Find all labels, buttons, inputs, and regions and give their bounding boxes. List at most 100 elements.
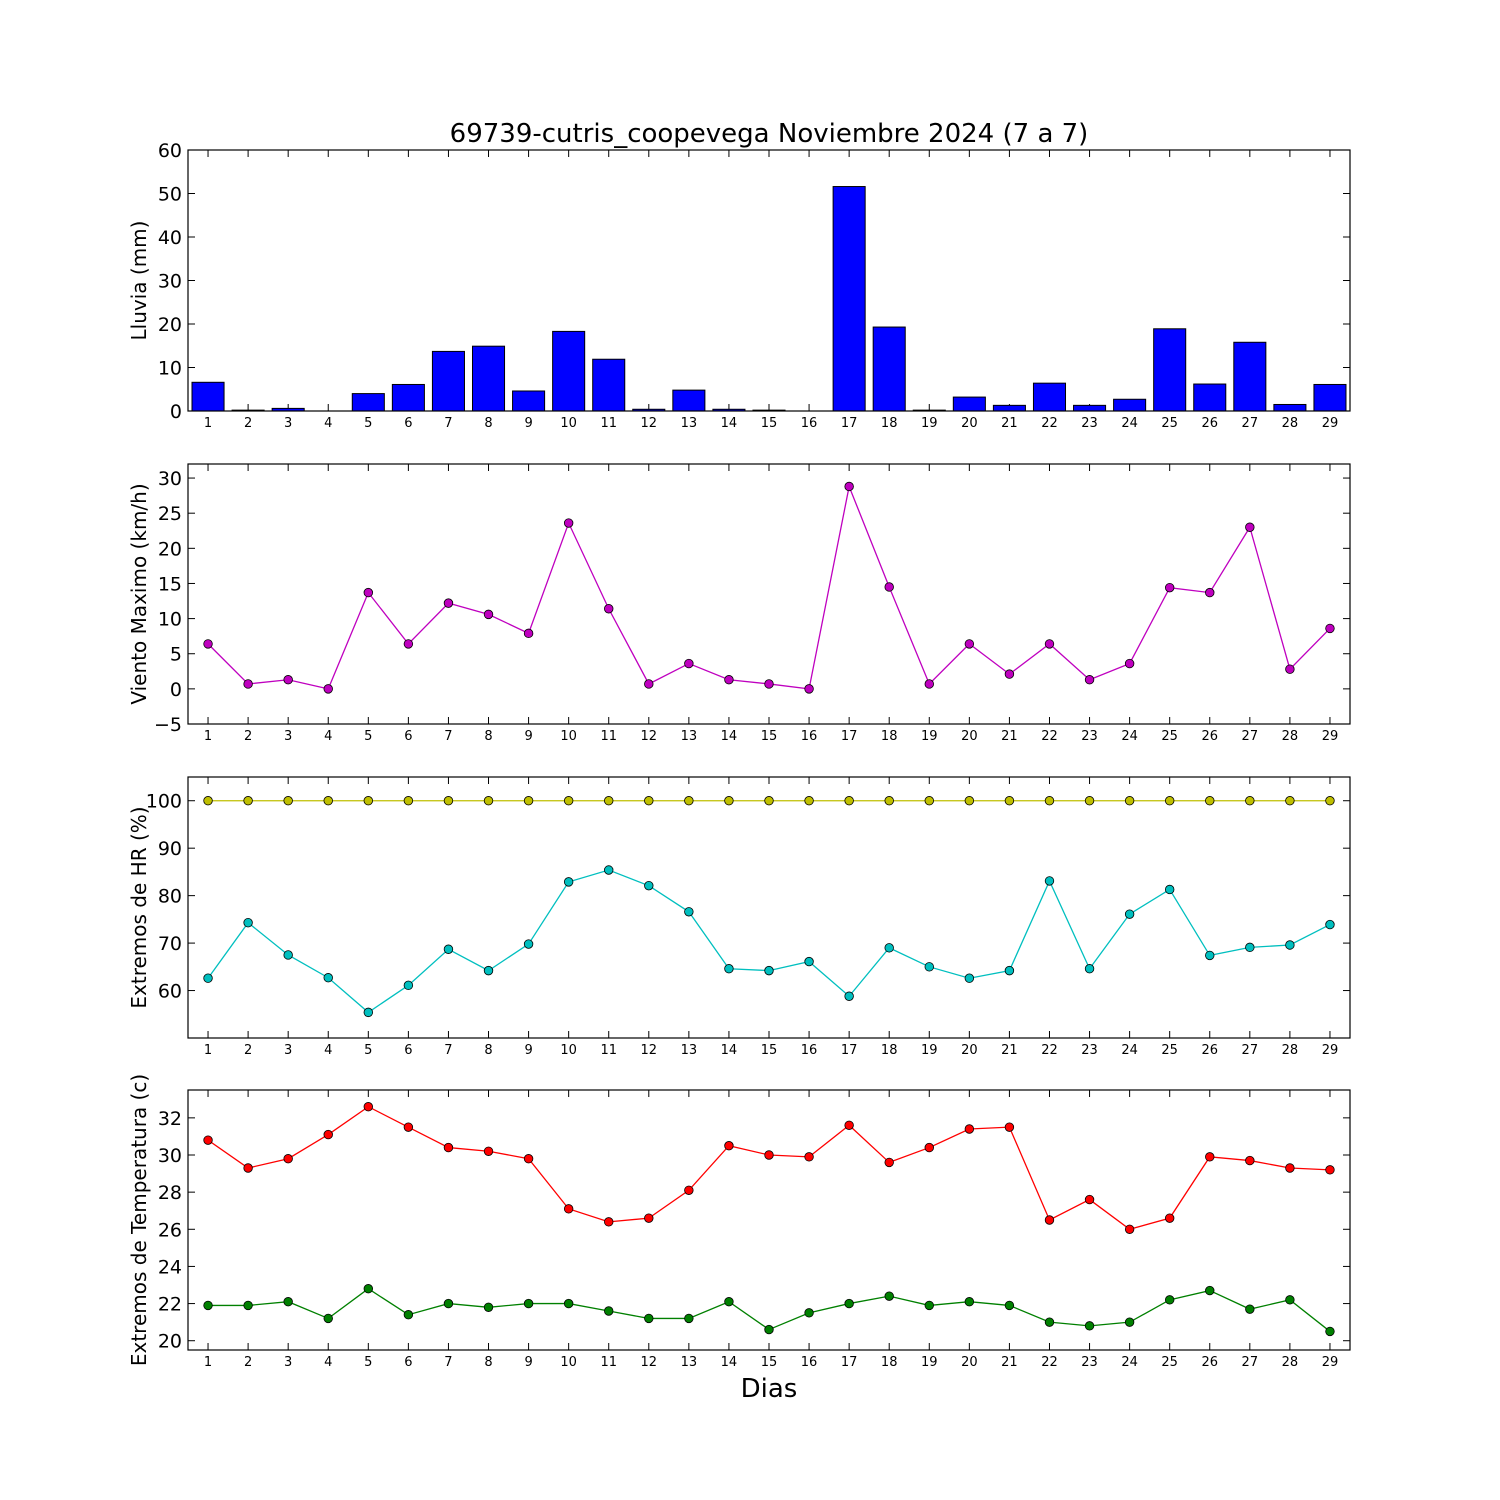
data-point	[1245, 1304, 1255, 1314]
x-tick-label: 13	[681, 416, 698, 431]
y-tick-label: 30	[158, 468, 182, 490]
data-point	[1004, 1300, 1015, 1311]
x-tick-label: 3	[284, 1043, 292, 1058]
x-tick-label: 19	[921, 1043, 938, 1058]
x-tick-label: 28	[1282, 729, 1299, 744]
data-point	[203, 796, 213, 806]
x-tick-label: 8	[484, 1043, 492, 1058]
data-point	[443, 1298, 454, 1309]
bar	[431, 350, 465, 412]
x-tick-label: 9	[524, 416, 532, 431]
bar	[592, 358, 626, 412]
x-tick-label: 22	[1041, 1043, 1058, 1058]
data-point	[1004, 1122, 1015, 1132]
x-tick-label: 16	[801, 416, 818, 431]
bar	[1233, 341, 1267, 412]
data-point	[684, 907, 694, 917]
x-tick-label: 18	[881, 729, 898, 744]
data-point	[884, 1291, 894, 1301]
bar	[952, 396, 986, 412]
x-tick-label: 3	[284, 1355, 292, 1370]
x-tick-label: 27	[1242, 416, 1259, 431]
x-tick-label: 2	[244, 1043, 252, 1058]
x-tick-label: 9	[524, 1043, 532, 1058]
data-point	[403, 1310, 414, 1320]
data-point	[1004, 965, 1015, 976]
data-point	[964, 973, 975, 983]
x-tick-label: 25	[1161, 1043, 1178, 1058]
y-tick-label: 60	[158, 981, 182, 1003]
data-point	[924, 1142, 934, 1153]
y-tick-label: 28	[158, 1182, 182, 1204]
bar	[191, 381, 225, 412]
data-point	[483, 1146, 494, 1156]
bar	[471, 345, 506, 412]
data-point	[844, 1298, 854, 1309]
data-point	[684, 796, 694, 806]
data-point	[1124, 909, 1135, 919]
x-tick-label: 14	[721, 729, 738, 744]
y-tick-label: 0	[170, 679, 182, 701]
x-tick-label: 12	[641, 1355, 658, 1370]
data-point	[604, 604, 614, 614]
data-point	[403, 980, 414, 991]
x-tick-label: 5	[364, 416, 372, 431]
data-point	[804, 796, 814, 806]
data-point	[1245, 942, 1255, 953]
y-tick-label: 90	[158, 838, 182, 860]
plot-frame	[187, 463, 1351, 725]
x-tick-label: 8	[484, 416, 492, 431]
bar	[832, 186, 866, 412]
series-line-1	[207, 484, 1331, 690]
x-tick-label: 14	[721, 416, 738, 431]
data-point	[964, 639, 975, 649]
data-point	[764, 679, 774, 689]
data-point	[243, 1163, 253, 1173]
x-tick-label: 8	[484, 1355, 492, 1370]
x-tick-label: 11	[600, 416, 617, 431]
data-point	[764, 1150, 774, 1160]
data-point	[1044, 639, 1055, 649]
data-point	[243, 1300, 253, 1311]
data-point	[1004, 669, 1015, 679]
x-tick-label: 2	[244, 729, 252, 744]
x-tick-label: 16	[801, 1043, 818, 1058]
x-tick-label: 11	[600, 729, 617, 744]
x-tick-label: 20	[961, 1043, 978, 1058]
x-tick-label: 4	[324, 1355, 332, 1370]
data-point	[283, 796, 293, 806]
x-tick-label: 25	[1161, 416, 1178, 431]
y-axis-label: Viento Maximo (km/h)	[127, 483, 151, 704]
data-point	[884, 796, 894, 806]
data-point	[403, 1122, 414, 1132]
y-tick-label: 60	[158, 140, 182, 162]
data-point	[684, 1185, 694, 1195]
x-tick-label: 14	[721, 1043, 738, 1058]
x-tick-label: 17	[841, 1355, 858, 1370]
x-tick-label: 11	[600, 1043, 617, 1058]
data-point	[924, 1300, 934, 1311]
x-tick-label: 16	[801, 1355, 818, 1370]
x-tick-label: 22	[1041, 729, 1058, 744]
bar	[992, 404, 1026, 412]
data-point	[1245, 522, 1255, 532]
data-point	[363, 796, 374, 806]
x-tick-label: 9	[524, 1355, 532, 1370]
data-point	[483, 609, 494, 620]
data-point	[243, 796, 253, 806]
data-point	[644, 679, 654, 689]
data-point	[523, 628, 534, 639]
x-tick-label: 21	[1001, 416, 1018, 431]
data-point	[443, 598, 454, 608]
data-point	[523, 1298, 534, 1309]
data-point	[1325, 1326, 1335, 1337]
y-tick-label: 15	[158, 573, 182, 595]
x-tick-label: 2	[244, 416, 252, 431]
bar	[512, 390, 546, 412]
x-tick-label: 27	[1242, 729, 1259, 744]
x-tick-label: 1	[204, 1043, 212, 1058]
data-point	[764, 965, 774, 976]
data-point	[1004, 796, 1015, 806]
